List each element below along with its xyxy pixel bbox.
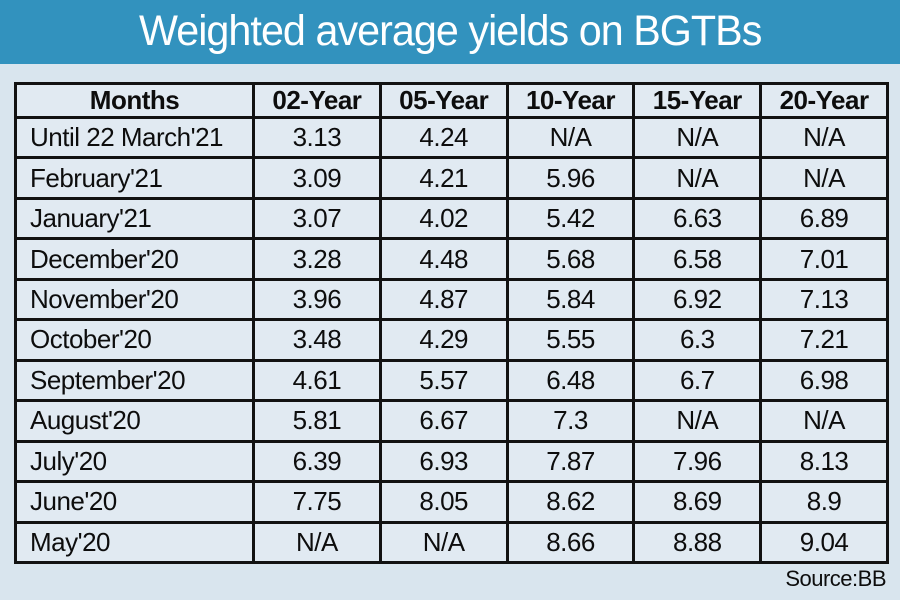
value-cell: 3.28 bbox=[252, 237, 382, 281]
value-cell: 3.09 bbox=[252, 156, 382, 200]
value-cell: N/A bbox=[632, 115, 763, 160]
table-row: December'20 3.28 4.48 5.68 6.58 7.01 bbox=[14, 237, 889, 281]
value-cell: 8.62 bbox=[505, 480, 636, 524]
month-cell: June'20 bbox=[14, 480, 255, 524]
header-cell: 20-Year bbox=[759, 82, 889, 119]
value-cell: N/A bbox=[632, 156, 763, 200]
table-row: August'20 5.81 6.67 7.3 N/A N/A bbox=[14, 399, 889, 443]
month-cell: September'20 bbox=[14, 358, 255, 403]
header-cell: 15-Year bbox=[632, 82, 763, 119]
month-cell: Until 22 March'21 bbox=[14, 115, 255, 160]
value-cell: 6.67 bbox=[378, 399, 509, 443]
value-cell: N/A bbox=[252, 520, 382, 565]
value-cell: 3.07 bbox=[252, 196, 382, 241]
value-cell: 3.48 bbox=[252, 318, 382, 362]
value-cell: 5.42 bbox=[505, 196, 636, 241]
header-cell: 02-Year bbox=[252, 82, 382, 119]
value-cell: 6.92 bbox=[632, 277, 763, 322]
value-cell: 4.29 bbox=[378, 318, 509, 362]
value-cell: N/A bbox=[759, 115, 889, 160]
value-cell: 6.63 bbox=[632, 196, 763, 241]
yields-table: Months 02-Year 05-Year 10-Year 15-Year 20-Yea… bbox=[14, 82, 889, 565]
month-cell: November'20 bbox=[14, 277, 255, 322]
value-cell: 4.61 bbox=[252, 358, 382, 403]
header-cell: 10-Year bbox=[505, 82, 636, 119]
value-cell: 6.39 bbox=[252, 439, 382, 484]
header-row: Months 02-Year 05-Year 10-Year 15-Year 20-Yea… bbox=[14, 82, 889, 119]
value-cell: 9.04 bbox=[759, 520, 889, 565]
value-cell: 4.21 bbox=[378, 156, 509, 200]
value-cell: 6.58 bbox=[632, 237, 763, 281]
header-cell: 05-Year bbox=[378, 82, 509, 119]
value-cell: 6.48 bbox=[505, 358, 636, 403]
value-cell: 5.96 bbox=[505, 156, 636, 200]
value-cell: 7.13 bbox=[759, 277, 889, 322]
value-cell: 3.96 bbox=[252, 277, 382, 322]
value-cell: 4.02 bbox=[378, 196, 509, 241]
value-cell: 8.9 bbox=[759, 480, 889, 524]
table-row: September'20 4.61 5.57 6.48 6.7 6.98 bbox=[14, 358, 889, 403]
value-cell: 7.87 bbox=[505, 439, 636, 484]
page-title: Weighted average yields on BGTBs bbox=[138, 6, 762, 55]
value-cell: 6.93 bbox=[378, 439, 509, 484]
value-cell: 8.69 bbox=[632, 480, 763, 524]
month-cell: February'21 bbox=[14, 156, 255, 200]
value-cell: N/A bbox=[505, 115, 636, 160]
header-cell: Months bbox=[14, 82, 255, 119]
month-cell: January'21 bbox=[14, 196, 255, 241]
month-cell: August'20 bbox=[14, 399, 255, 443]
value-cell: 7.21 bbox=[759, 318, 889, 362]
value-cell: 5.81 bbox=[252, 399, 382, 443]
table-header: Months 02-Year 05-Year 10-Year 15-Year 20-Yea… bbox=[14, 82, 889, 119]
month-cell: July'20 bbox=[14, 439, 255, 484]
table-row: Until 22 March'21 3.13 4.24 N/A N/A N/A bbox=[14, 115, 889, 160]
value-cell: 8.13 bbox=[759, 439, 889, 484]
table-row: November'20 3.96 4.87 5.84 6.92 7.13 bbox=[14, 277, 889, 322]
month-cell: May'20 bbox=[14, 520, 255, 565]
table-row: June'20 7.75 8.05 8.62 8.69 8.9 bbox=[14, 480, 889, 524]
table-row: February'21 3.09 4.21 5.96 N/A N/A bbox=[14, 156, 889, 200]
value-cell: 8.05 bbox=[378, 480, 509, 524]
value-cell: 8.88 bbox=[632, 520, 763, 565]
value-cell: 7.75 bbox=[252, 480, 382, 524]
value-cell: 5.84 bbox=[505, 277, 636, 322]
value-cell: 7.96 bbox=[632, 439, 763, 484]
value-cell: N/A bbox=[759, 156, 889, 200]
table-row: July'20 6.39 6.93 7.87 7.96 8.13 bbox=[14, 439, 889, 484]
value-cell: 3.13 bbox=[252, 115, 382, 160]
month-cell: October'20 bbox=[14, 318, 255, 362]
value-cell: N/A bbox=[632, 399, 763, 443]
value-cell: 7.3 bbox=[505, 399, 636, 443]
value-cell: 5.68 bbox=[505, 237, 636, 281]
value-cell: 8.66 bbox=[505, 520, 636, 565]
month-cell: December'20 bbox=[14, 237, 255, 281]
value-cell: 5.57 bbox=[378, 358, 509, 403]
value-cell: 6.98 bbox=[759, 358, 889, 403]
value-cell: 4.24 bbox=[378, 115, 509, 160]
title-bar: Weighted average yields on BGTBs bbox=[0, 0, 900, 64]
value-cell: 6.3 bbox=[632, 318, 763, 362]
value-cell: 5.55 bbox=[505, 318, 636, 362]
value-cell: 4.48 bbox=[378, 237, 509, 281]
value-cell: N/A bbox=[759, 399, 889, 443]
source-note: Source:BB bbox=[785, 566, 886, 591]
value-cell: 7.01 bbox=[759, 237, 889, 281]
table-row: May'20 N/A N/A 8.66 8.88 9.04 bbox=[14, 520, 889, 565]
value-cell: 6.89 bbox=[759, 196, 889, 241]
table-row: January'21 3.07 4.02 5.42 6.63 6.89 bbox=[14, 196, 889, 241]
value-cell: N/A bbox=[378, 520, 509, 565]
table-body: Until 22 March'21 3.13 4.24 N/A N/A N/A Februa… bbox=[14, 115, 889, 565]
table-row: October'20 3.48 4.29 5.55 6.3 7.21 bbox=[14, 318, 889, 362]
value-cell: 4.87 bbox=[378, 277, 509, 322]
value-cell: 6.7 bbox=[632, 358, 763, 403]
